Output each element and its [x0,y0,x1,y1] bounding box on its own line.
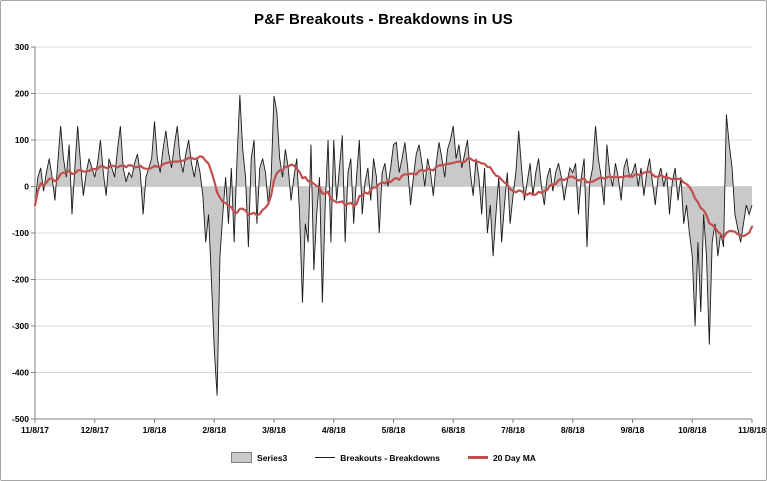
x-tick-label: 2/8/18 [202,425,226,435]
chart-title: P&F Breakouts - Breakdowns in US [254,11,513,28]
y-tick-label: 100 [15,135,29,145]
y-tick-label: -400 [12,368,29,378]
series3-area [35,94,752,396]
y-tick-label: 200 [15,89,29,99]
legend-label-ma: 20 Day MA [492,452,536,463]
legend: Series3 Breakouts - Breakdowns 20 Day MA [1,452,766,463]
x-tick-label: 10/8/18 [678,425,707,435]
x-tick-label: 3/8/18 [262,425,286,435]
y-tick-label: 0 [24,182,29,192]
x-tick-label: 8/8/18 [561,425,585,435]
y-tick-label: -100 [12,228,29,238]
x-tick-label: 12/8/17 [81,425,110,435]
x-tick-label: 9/8/18 [621,425,645,435]
x-tick-label: 7/8/18 [501,425,525,435]
x-tick-label: 11/8/18 [738,425,766,435]
y-tick-label: -300 [12,321,29,331]
breakouts-breakdowns-line [34,94,753,396]
y-tick-label: -200 [12,275,29,285]
legend-item-series3: Series3 [231,452,287,463]
legend-item-ma: 20 Day MA [467,452,536,463]
x-tick-label: 1/8/18 [143,425,167,435]
legend-label-breakouts: Breakouts - Breakdowns [340,452,440,463]
y-tick-label: 300 [15,42,29,52]
twenty-day-ma-line [33,155,754,239]
x-tick-label: 6/8/18 [441,425,465,435]
ma-swatch-icon [467,456,488,459]
area-swatch-icon [231,452,253,463]
x-tick-label: 11/8/17 [21,425,49,435]
legend-label-series3: Series3 [257,452,288,463]
x-tick-label: 5/8/18 [382,425,406,435]
y-tick-label: -500 [12,414,29,424]
x-tick-label: 4/8/18 [322,425,346,435]
line-swatch-icon [315,457,336,458]
legend-item-breakouts: Breakouts - Breakdowns [315,453,440,463]
